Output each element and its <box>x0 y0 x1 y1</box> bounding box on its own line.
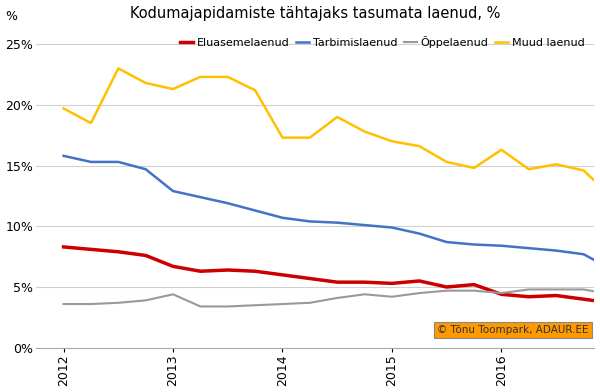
Eluasemelaenud <box>88 247 95 252</box>
Õppelaenud <box>88 302 95 307</box>
Muud laenud <box>416 144 423 149</box>
Õppelaenud <box>334 296 341 300</box>
Eluasemelaenud <box>60 245 67 249</box>
Muud laenud <box>279 135 286 140</box>
Text: © Tõnu Toompark, ADAUR.EE: © Tõnu Toompark, ADAUR.EE <box>437 325 589 335</box>
Eluasemelaenud <box>224 268 232 272</box>
Õppelaenud <box>197 304 204 309</box>
Eluasemelaenud <box>553 293 560 298</box>
Muud laenud <box>169 87 176 91</box>
Eluasemelaenud <box>306 276 313 281</box>
Õppelaenud <box>60 302 67 307</box>
Tarbimislaenud <box>115 160 122 164</box>
Muud laenud <box>470 166 478 171</box>
Eluasemelaenud <box>115 249 122 254</box>
Tarbimislaenud <box>60 154 67 158</box>
Eluasemelaenud <box>470 282 478 287</box>
Õppelaenud <box>416 291 423 296</box>
Line: Tarbimislaenud: Tarbimislaenud <box>64 156 600 274</box>
Tarbimislaenud <box>553 248 560 253</box>
Legend: Eluasemelaenud, Tarbimislaenud, Õppelaenud, Muud laenud: Eluasemelaenud, Tarbimislaenud, Õppelaen… <box>175 31 589 52</box>
Õppelaenud <box>388 294 395 299</box>
Õppelaenud <box>525 287 532 292</box>
Muud laenud <box>88 121 95 125</box>
Muud laenud <box>224 74 232 79</box>
Tarbimislaenud <box>334 220 341 225</box>
Tarbimislaenud <box>498 243 505 248</box>
Line: Eluasemelaenud: Eluasemelaenud <box>64 247 600 312</box>
Eluasemelaenud <box>251 269 259 274</box>
Muud laenud <box>251 88 259 93</box>
Muud laenud <box>525 167 532 172</box>
Tarbimislaenud <box>224 201 232 205</box>
Tarbimislaenud <box>388 225 395 230</box>
Eluasemelaenud <box>498 292 505 297</box>
Õppelaenud <box>470 288 478 293</box>
Õppelaenud <box>306 300 313 305</box>
Tarbimislaenud <box>88 160 95 164</box>
Õppelaenud <box>169 292 176 297</box>
Eluasemelaenud <box>361 280 368 285</box>
Õppelaenud <box>443 288 450 293</box>
Õppelaenud <box>553 287 560 292</box>
Õppelaenud <box>251 303 259 308</box>
Muud laenud <box>334 114 341 119</box>
Õppelaenud <box>580 287 587 292</box>
Title: Kodumajapidamiste tähtajaks tasumata laenud, %: Kodumajapidamiste tähtajaks tasumata lae… <box>130 5 500 20</box>
Eluasemelaenud <box>388 281 395 286</box>
Tarbimislaenud <box>443 240 450 245</box>
Line: Muud laenud: Muud laenud <box>64 68 600 229</box>
Eluasemelaenud <box>142 253 149 258</box>
Eluasemelaenud <box>443 285 450 289</box>
Muud laenud <box>60 106 67 111</box>
Tarbimislaenud <box>142 167 149 172</box>
Tarbimislaenud <box>470 242 478 247</box>
Tarbimislaenud <box>169 189 176 193</box>
Õppelaenud <box>115 300 122 305</box>
Eluasemelaenud <box>197 269 204 274</box>
Eluasemelaenud <box>279 272 286 277</box>
Tarbimislaenud <box>361 223 368 227</box>
Tarbimislaenud <box>279 216 286 220</box>
Tarbimislaenud <box>416 231 423 236</box>
Muud laenud <box>306 135 313 140</box>
Eluasemelaenud <box>334 280 341 285</box>
Tarbimislaenud <box>306 219 313 224</box>
Tarbimislaenud <box>580 252 587 257</box>
Õppelaenud <box>279 302 286 307</box>
Tarbimislaenud <box>251 208 259 213</box>
Muud laenud <box>115 66 122 71</box>
Muud laenud <box>361 129 368 134</box>
Eluasemelaenud <box>525 294 532 299</box>
Text: %: % <box>5 10 17 23</box>
Õppelaenud <box>498 291 505 296</box>
Muud laenud <box>443 160 450 164</box>
Muud laenud <box>142 81 149 85</box>
Eluasemelaenud <box>580 297 587 301</box>
Eluasemelaenud <box>169 264 176 269</box>
Line: Õppelaenud: Õppelaenud <box>64 289 600 307</box>
Tarbimislaenud <box>197 195 204 200</box>
Õppelaenud <box>142 298 149 303</box>
Muud laenud <box>580 168 587 173</box>
Muud laenud <box>498 147 505 152</box>
Eluasemelaenud <box>416 279 423 283</box>
Muud laenud <box>553 162 560 167</box>
Tarbimislaenud <box>525 246 532 250</box>
Õppelaenud <box>361 292 368 297</box>
Muud laenud <box>197 74 204 79</box>
Õppelaenud <box>224 304 232 309</box>
Muud laenud <box>388 139 395 143</box>
